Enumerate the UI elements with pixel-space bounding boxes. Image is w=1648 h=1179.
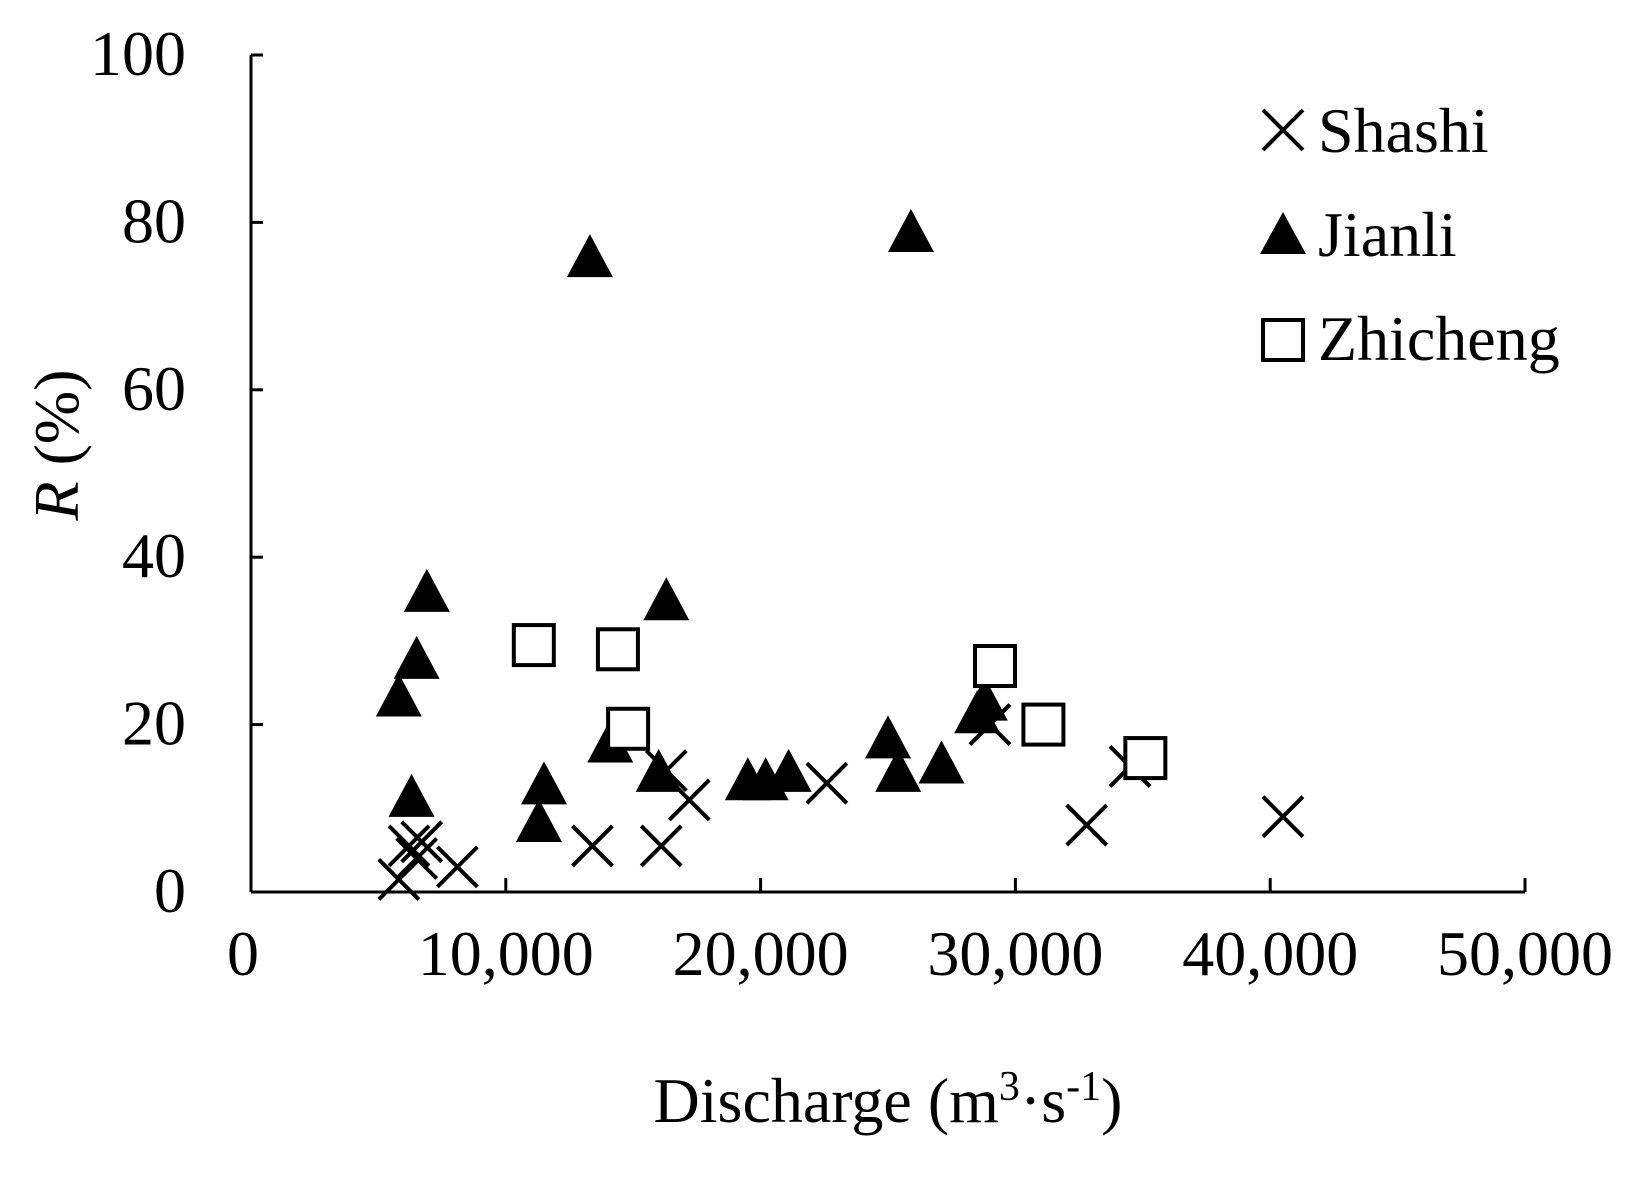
- point-shashi: [377, 858, 421, 901]
- legend-marker-triangle: [1260, 212, 1306, 254]
- legend: Shashi Jianli Zhicheng: [1260, 95, 1560, 374]
- legend-label-shashi: Shashi: [1318, 95, 1489, 166]
- point-shashi: [387, 824, 431, 868]
- point-jianli: [765, 748, 812, 792]
- x-axis-title-sup2: -1: [1066, 1064, 1101, 1110]
- point-jianli: [515, 799, 562, 843]
- x-tick-label: 10,000: [418, 918, 594, 989]
- point-shashi: [1261, 795, 1305, 839]
- legend-item-shashi: Shashi: [1261, 95, 1489, 166]
- point-jianli: [887, 208, 934, 252]
- point-shashi: [400, 820, 444, 864]
- point-shashi: [805, 761, 849, 805]
- point-jianli: [643, 577, 690, 621]
- point-zhicheng: [973, 644, 1018, 689]
- x-tick-label: 0: [227, 918, 259, 989]
- x-axis-title-main: Discharge (m: [654, 1065, 999, 1136]
- x-axis-title-mid: ·s: [1020, 1065, 1066, 1136]
- y-tick-label: 80: [122, 185, 186, 256]
- legend-label-jianli: Jianli: [1318, 199, 1457, 270]
- y-tick-label: 40: [122, 520, 186, 591]
- axis-tick-labels: 0 20 40 60 80 100 0 10,000 20,000 30,000 40,000 50,…: [90, 18, 1613, 989]
- y-axis-title-italic: R: [21, 481, 92, 521]
- legend-item-zhicheng: Zhicheng: [1261, 303, 1560, 374]
- y-tick-label: 0: [154, 855, 186, 926]
- legend-item-jianli: Jianli: [1260, 199, 1457, 270]
- y-axis-title-rest: (%): [21, 369, 92, 481]
- point-jianli: [403, 568, 450, 612]
- axis-ticks: [251, 53, 1527, 894]
- data-points: [375, 208, 1305, 901]
- point-jianli: [918, 740, 965, 784]
- point-jianli: [961, 677, 1008, 721]
- point-jianli: [393, 635, 440, 679]
- point-shashi: [395, 837, 439, 880]
- point-zhicheng: [606, 706, 651, 751]
- x-tick-label: 20,000: [673, 918, 849, 989]
- series-shashi: [377, 703, 1305, 901]
- x-tick-label: 50,000: [1437, 918, 1613, 989]
- point-shashi: [435, 845, 479, 889]
- y-axis-title: R (%): [21, 369, 92, 521]
- legend-marker-x: [1261, 108, 1305, 152]
- legend-label-zhicheng: Zhicheng: [1318, 303, 1560, 374]
- point-shashi: [1065, 803, 1109, 847]
- x-tick-label: 30,000: [927, 918, 1103, 989]
- point-zhicheng: [595, 627, 640, 672]
- point-zhicheng: [1123, 736, 1168, 781]
- x-axis-title: Discharge (m3·s-1): [654, 1064, 1123, 1136]
- point-zhicheng: [1021, 702, 1066, 747]
- series-jianli: [375, 208, 1008, 843]
- point-jianli: [635, 748, 682, 792]
- point-jianli: [375, 673, 422, 717]
- series-zhicheng: [511, 623, 1168, 781]
- point-jianli: [388, 773, 435, 817]
- point-shashi: [639, 824, 683, 868]
- x-tick-label: 40,000: [1182, 918, 1358, 989]
- x-axis-title-sup1: 3: [999, 1064, 1020, 1110]
- point-jianli: [875, 748, 922, 792]
- x-axis-title-end: ): [1101, 1065, 1122, 1136]
- point-jianli: [865, 715, 911, 759]
- point-jianli: [566, 234, 613, 278]
- legend-marker-square: [1261, 318, 1305, 362]
- y-tick-label: 100: [90, 18, 186, 89]
- point-shashi: [571, 824, 614, 868]
- point-zhicheng: [511, 623, 556, 668]
- y-tick-label: 60: [122, 353, 186, 424]
- y-tick-label: 20: [122, 688, 186, 759]
- point-jianli: [521, 761, 568, 805]
